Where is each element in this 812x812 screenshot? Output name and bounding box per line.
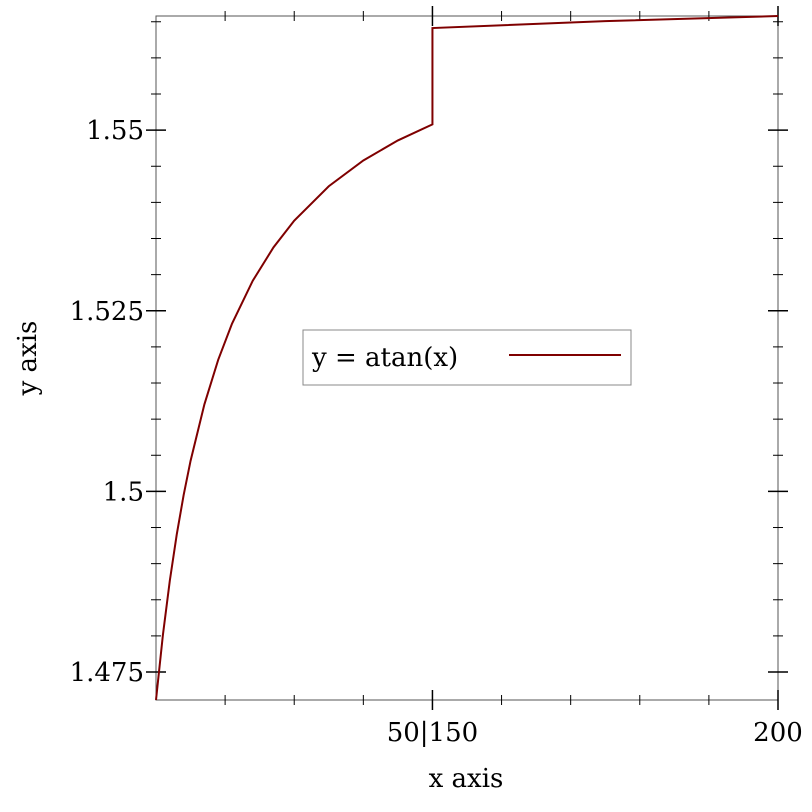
x-tick-label: 50|150 [387,718,478,748]
data-line [155,15,779,701]
y-tick-label: 1.5 [103,477,144,507]
plot-frame [155,15,779,701]
y-tick-label: 1.55 [86,116,144,146]
x-axis-label: x axis [429,764,504,794]
y-axis-label: y axis [13,321,43,397]
y-tick-label: 1.475 [70,658,144,688]
y-tick-label: 1.525 [70,297,144,327]
legend-box [302,329,632,386]
x-tick-label: 200 [753,718,803,748]
legend-label: y = atan(x) [311,343,458,373]
